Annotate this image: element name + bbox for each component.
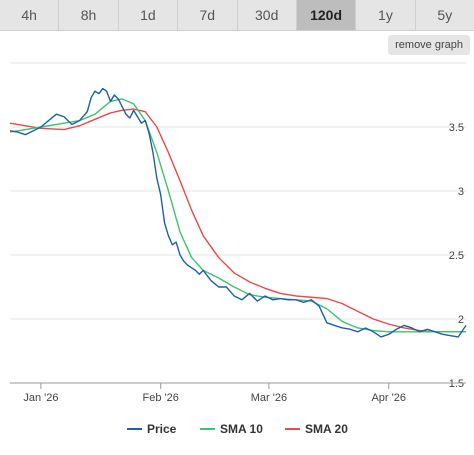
legend-label-sma-20: SMA 20 [305,422,348,436]
tab-30d[interactable]: 30d [238,0,297,30]
series-line-sma-10 [9,98,466,333]
tab-5y[interactable]: 5y [437,7,453,23]
remove-graph-button[interactable]: remove graph [388,35,470,55]
y-axis: 1.5 2 2.5 3 3.5 [449,122,464,390]
tab-7d[interactable]: 7d [178,0,238,30]
legend-label-price: Price [147,422,177,436]
x-tick-label: Apr '26 [371,392,406,404]
chart-legend: Price SMA 10 SMA 20 [127,422,348,436]
x-tick-label: Mar '26 [251,392,287,404]
tab-1d[interactable]: 1d [119,0,179,30]
series-line-price [9,87,467,338]
x-tick-label: Jan '26 [23,392,58,404]
y-tick-label: 3.5 [449,122,464,134]
y-tick-label: 3 [458,186,464,198]
y-tick-label: 2 [458,314,464,326]
tab-1y[interactable]: 1y [356,0,416,30]
tab-4h[interactable]: 4h [0,0,60,30]
series-line-sma-20 [9,108,466,333]
chart-series [9,87,467,338]
tab-120d[interactable]: 120d [296,0,357,30]
legend-label-sma-10: SMA 10 [220,422,263,436]
timeframe-tabs: 4h 8h 1d 7d 30d 120d 1y 5y [0,0,474,31]
y-tick-label: 2.5 [449,250,464,262]
y-tick-label: 1.5 [449,378,464,390]
x-tick-label: Feb '26 [143,392,179,404]
x-axis: Jan '26 Feb '26 Mar '26 Apr '26 [10,382,466,404]
chart-grid [10,62,466,384]
tab-8h[interactable]: 8h [59,0,119,30]
